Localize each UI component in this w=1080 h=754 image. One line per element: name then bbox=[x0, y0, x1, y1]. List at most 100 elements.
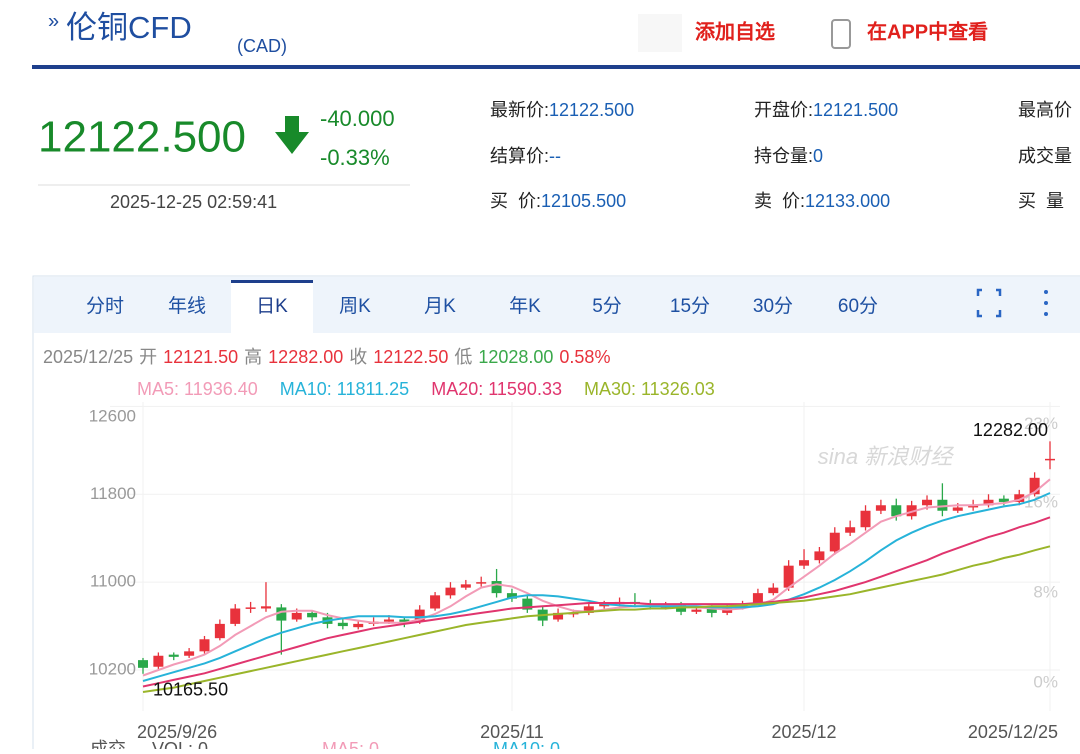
button-bg bbox=[638, 14, 682, 52]
info-label: 开 bbox=[139, 347, 157, 367]
candle-body bbox=[445, 587, 456, 596]
add-watchlist-button[interactable]: 添加自选 bbox=[695, 19, 775, 43]
quote-field: 买 量 bbox=[1018, 191, 1064, 211]
candle-body bbox=[430, 595, 441, 609]
quote-field: 开盘价:12121.500 bbox=[754, 100, 898, 120]
field-value: 12105.500 bbox=[541, 191, 626, 211]
volume-legend: 成交 bbox=[90, 739, 126, 749]
info-value: 12282.00 bbox=[268, 347, 343, 367]
info-change: 0.58% bbox=[559, 347, 610, 367]
field-label: 买 量 bbox=[1018, 191, 1064, 211]
chart-tab[interactable]: 年K bbox=[509, 295, 541, 317]
header-rule bbox=[32, 65, 1080, 69]
candle-body bbox=[506, 593, 517, 599]
candle-body bbox=[1014, 494, 1025, 502]
candle-body bbox=[199, 639, 210, 652]
chart-tab[interactable]: 周K bbox=[339, 296, 371, 317]
open-in-app-button[interactable]: 在APP中查看 bbox=[867, 19, 988, 43]
quote-field: 买 价:12105.500 bbox=[490, 191, 626, 211]
candle-body bbox=[460, 584, 471, 588]
field-label: 结算价: bbox=[490, 146, 549, 166]
chart-tab[interactable]: 60分 bbox=[838, 295, 878, 317]
candle-body bbox=[922, 499, 933, 506]
candle-body bbox=[383, 619, 394, 622]
field-label: 持仓量: bbox=[754, 146, 813, 166]
volume-legend: MA10: 0 bbox=[493, 739, 560, 749]
chart-tab[interactable]: 5分 bbox=[592, 295, 622, 317]
chart-tab[interactable]: 月K bbox=[424, 296, 456, 317]
candle-body bbox=[353, 623, 364, 628]
x-tick-label: 2025/12 bbox=[771, 722, 836, 742]
candle-body bbox=[230, 608, 241, 624]
chart-tab[interactable]: 分时 bbox=[86, 295, 124, 317]
y-tick-label: 10200 bbox=[89, 660, 136, 679]
more-icon[interactable] bbox=[1044, 290, 1048, 316]
header-icon: » bbox=[48, 10, 59, 32]
field-label: 开盘价: bbox=[754, 100, 813, 120]
candle-body bbox=[599, 604, 610, 607]
candle-body bbox=[184, 651, 195, 656]
ma-line bbox=[142, 516, 1051, 688]
y2-tick-label: 8% bbox=[1033, 583, 1058, 602]
y-tick-label: 12600 bbox=[89, 406, 136, 425]
chart-tab[interactable]: 年线 bbox=[168, 295, 206, 317]
price-change: -40.000 bbox=[320, 106, 395, 131]
quote-field: 最高价 bbox=[1018, 100, 1072, 120]
y2-tick-label: 16% bbox=[1024, 493, 1058, 512]
candle-body bbox=[337, 622, 348, 627]
info-date: 2025/12/25 bbox=[43, 347, 133, 367]
info-value: 12121.50 bbox=[163, 347, 238, 367]
active-tab-marker bbox=[231, 280, 313, 283]
chart-tab[interactable]: 日K bbox=[256, 296, 288, 317]
quote-field: 持仓量:0 bbox=[754, 146, 823, 166]
phone-icon bbox=[831, 19, 851, 49]
candle-body bbox=[968, 505, 979, 508]
last-price: 12122.500 bbox=[38, 113, 246, 162]
candle-body bbox=[583, 606, 594, 613]
info-value: 12028.00 bbox=[478, 347, 553, 367]
candle-body bbox=[691, 609, 702, 612]
candle-body bbox=[1045, 458, 1055, 461]
legend-entry: MA10: 11811.25 bbox=[280, 379, 409, 399]
candle-body bbox=[891, 505, 902, 517]
candle-body bbox=[153, 655, 164, 667]
tab-bar bbox=[34, 277, 1080, 333]
active-tab-bg bbox=[231, 281, 313, 333]
page-subtitle: (CAD) bbox=[237, 36, 287, 56]
ohlc-info: 2025/12/25 开 12121.50 高 12282.00 收 12122.50 低 12… bbox=[43, 347, 610, 367]
candle-body bbox=[983, 499, 994, 506]
field-label: 最高价 bbox=[1018, 100, 1072, 120]
candle-body bbox=[845, 527, 856, 533]
legend-entry: MA20: 11590.33 bbox=[431, 379, 562, 399]
quote-field: 结算价:-- bbox=[490, 146, 561, 166]
price-change-pct: -0.33% bbox=[320, 145, 390, 170]
candle-body bbox=[245, 607, 256, 609]
field-label: 卖 价: bbox=[754, 191, 805, 211]
field-value: 12121.500 bbox=[813, 100, 898, 120]
candle-body bbox=[553, 612, 564, 620]
max-annotation: 12282.00 bbox=[973, 420, 1048, 440]
candle-body bbox=[875, 505, 886, 511]
field-value: 12133.000 bbox=[805, 191, 890, 211]
info-label: 高 bbox=[244, 347, 262, 367]
candle-body bbox=[307, 612, 318, 618]
quote-field: 最新价:12122.500 bbox=[490, 100, 634, 120]
candle-body bbox=[399, 619, 410, 624]
chart-tab[interactable]: 15分 bbox=[670, 295, 710, 317]
candle-body bbox=[814, 551, 825, 561]
fullscreen-icon[interactable] bbox=[976, 288, 1002, 318]
candle-body bbox=[276, 607, 287, 621]
quote-time: 2025-12-25 02:59:41 bbox=[110, 192, 277, 212]
candle-body bbox=[829, 532, 840, 552]
candle-body bbox=[752, 593, 763, 605]
field-label: 成交量 bbox=[1018, 146, 1072, 166]
quote-field: 成交量 bbox=[1018, 146, 1072, 166]
x-tick-label: 2025/11 bbox=[480, 722, 544, 742]
candle-body bbox=[291, 612, 302, 620]
candle-body bbox=[860, 510, 871, 528]
info-value: 12122.50 bbox=[373, 347, 448, 367]
page-title: 伦铜CFD bbox=[66, 10, 192, 45]
chart-tab[interactable]: 30分 bbox=[753, 295, 793, 317]
candle-body bbox=[476, 582, 487, 584]
